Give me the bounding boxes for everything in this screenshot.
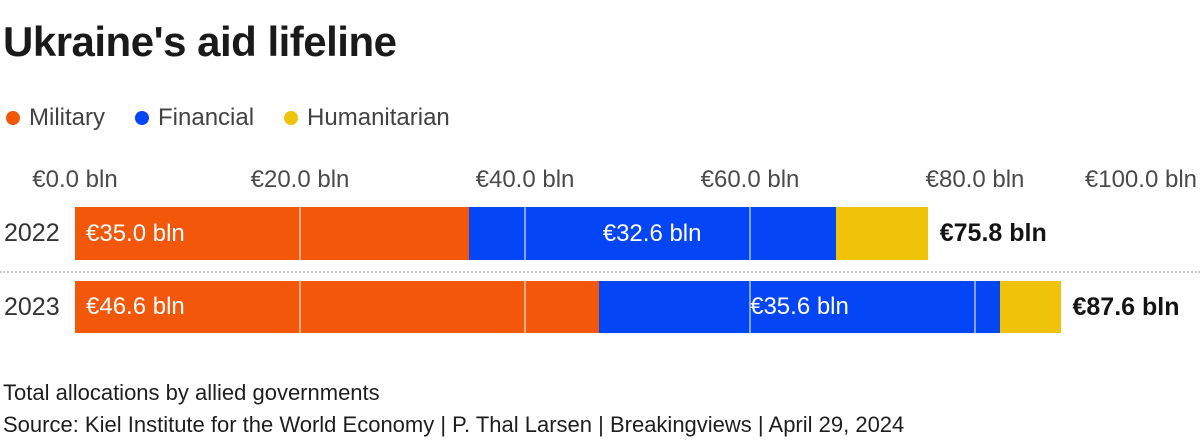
- chart-note: Total allocations by allied governments: [3, 380, 380, 405]
- gridline: [299, 207, 301, 260]
- year-label: 2023: [4, 292, 60, 321]
- axis-tick-label: €60.0 bln: [700, 166, 800, 193]
- legend-dot-icon: [6, 111, 20, 125]
- row-separator-dotted-line: [0, 271, 1200, 273]
- bar-segment-financial-2023: €35.6 bln: [599, 281, 1000, 333]
- legend-item-humanitarian: Humanitarian: [284, 106, 450, 130]
- total-label: €75.8 bln: [939, 219, 1047, 247]
- legend-item-military: Military: [6, 106, 105, 130]
- axis-tick-label: €0.0 bln: [32, 166, 118, 193]
- gridline: [524, 207, 526, 260]
- bar-row-2022: 2022 €35.0 bln €32.6 bln €75.8 bln: [0, 207, 1200, 260]
- legend-dot-icon: [284, 111, 299, 125]
- stacked-bar: €35.0 bln €32.6 bln: [75, 207, 928, 260]
- gridline: [749, 281, 751, 333]
- bar-track: €46.6 bln €35.6 bln €87.6 bln: [75, 281, 1200, 333]
- x-axis: €0.0 bln €20.0 bln €40.0 bln €60.0 bln €80.0…: [0, 166, 1200, 196]
- legend-label: Financial: [158, 104, 255, 131]
- legend-label: Humanitarian: [307, 104, 450, 131]
- stacked-bar: €46.6 bln €35.6 bln: [75, 281, 1061, 333]
- segment-value-label: €35.6 bln: [750, 293, 849, 320]
- bar-segment-humanitarian-2022: [835, 207, 928, 260]
- bar-segment-military-2022: €35.0 bln: [75, 207, 469, 260]
- segment-value-label: €46.6 bln: [86, 293, 185, 320]
- axis-tick-label: €100.0 bln: [1084, 166, 1197, 193]
- legend-item-financial: Financial: [135, 106, 254, 130]
- segment-value-label: €35.0 bln: [86, 219, 185, 247]
- axis-tick-label: €80.0 bln: [925, 166, 1025, 193]
- bar-segment-financial-2022: €32.6 bln: [468, 207, 836, 260]
- gridline: [974, 207, 976, 260]
- bar-row-2023: 2023 €46.6 bln €35.6 bln €87.6 bln: [0, 281, 1200, 333]
- chart-source: Source: Kiel Institute for the World Eco…: [3, 412, 905, 437]
- gridline: [524, 281, 526, 333]
- axis-tick-label: €40.0 bln: [475, 166, 575, 193]
- bar-segment-humanitarian-2023: [999, 281, 1061, 333]
- gridline: [749, 207, 751, 260]
- legend: Military Financial Humanitarian: [6, 106, 450, 130]
- bar-segment-military-2023: €46.6 bln: [75, 281, 600, 333]
- year-label: 2022: [4, 219, 60, 247]
- legend-label: Military: [29, 104, 105, 131]
- total-label: €87.6 bln: [1072, 292, 1180, 321]
- gridline: [974, 281, 976, 333]
- segment-value-label: €32.6 bln: [602, 219, 702, 247]
- axis-tick-label: €20.0 bln: [250, 166, 350, 193]
- gridline: [299, 281, 301, 333]
- legend-dot-icon: [135, 111, 149, 125]
- bar-track: €35.0 bln €32.6 bln €75.8 bln: [75, 207, 1200, 260]
- chart-title: Ukraine's aid lifeline: [3, 18, 397, 65]
